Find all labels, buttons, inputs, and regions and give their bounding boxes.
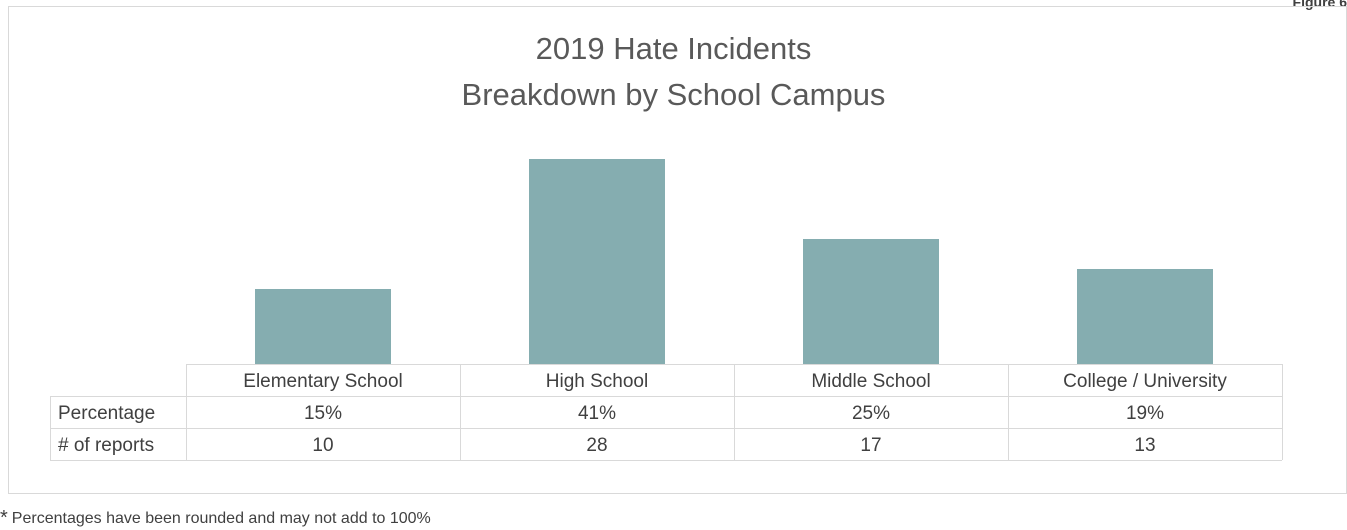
footnote: * Percentages have been rounded and may n… bbox=[0, 507, 431, 530]
data-label: 15% bbox=[304, 403, 342, 424]
chart-title: 2019 Hate Incidents bbox=[535, 31, 812, 66]
bar bbox=[803, 239, 939, 364]
bar bbox=[529, 159, 665, 364]
category-label: Middle School bbox=[811, 371, 930, 392]
series-label: Percentage bbox=[58, 403, 155, 424]
bar-chart: Elementary School High School Middle Schoo… bbox=[50, 159, 1283, 461]
figure-label: Figure 6 bbox=[1292, 0, 1347, 10]
category-label: High School bbox=[546, 371, 648, 392]
data-label: 41% bbox=[578, 403, 616, 424]
bar bbox=[1077, 269, 1213, 364]
data-label: 10 bbox=[312, 435, 333, 456]
footnote-text: Percentages have been rounded and may no… bbox=[11, 510, 431, 527]
category-label: College / University bbox=[1063, 371, 1227, 392]
data-label: 28 bbox=[586, 435, 607, 456]
data-label: 13 bbox=[1134, 435, 1155, 456]
bar bbox=[255, 289, 391, 364]
category-label: Elementary School bbox=[243, 371, 402, 392]
data-label: 25% bbox=[852, 403, 890, 424]
data-label: 17 bbox=[860, 435, 881, 456]
series-label: # of reports bbox=[58, 435, 154, 456]
data-label: 19% bbox=[1126, 403, 1164, 424]
chart-subtitle: Breakdown by School Campus bbox=[461, 77, 886, 112]
footnote-star: * bbox=[0, 507, 8, 529]
